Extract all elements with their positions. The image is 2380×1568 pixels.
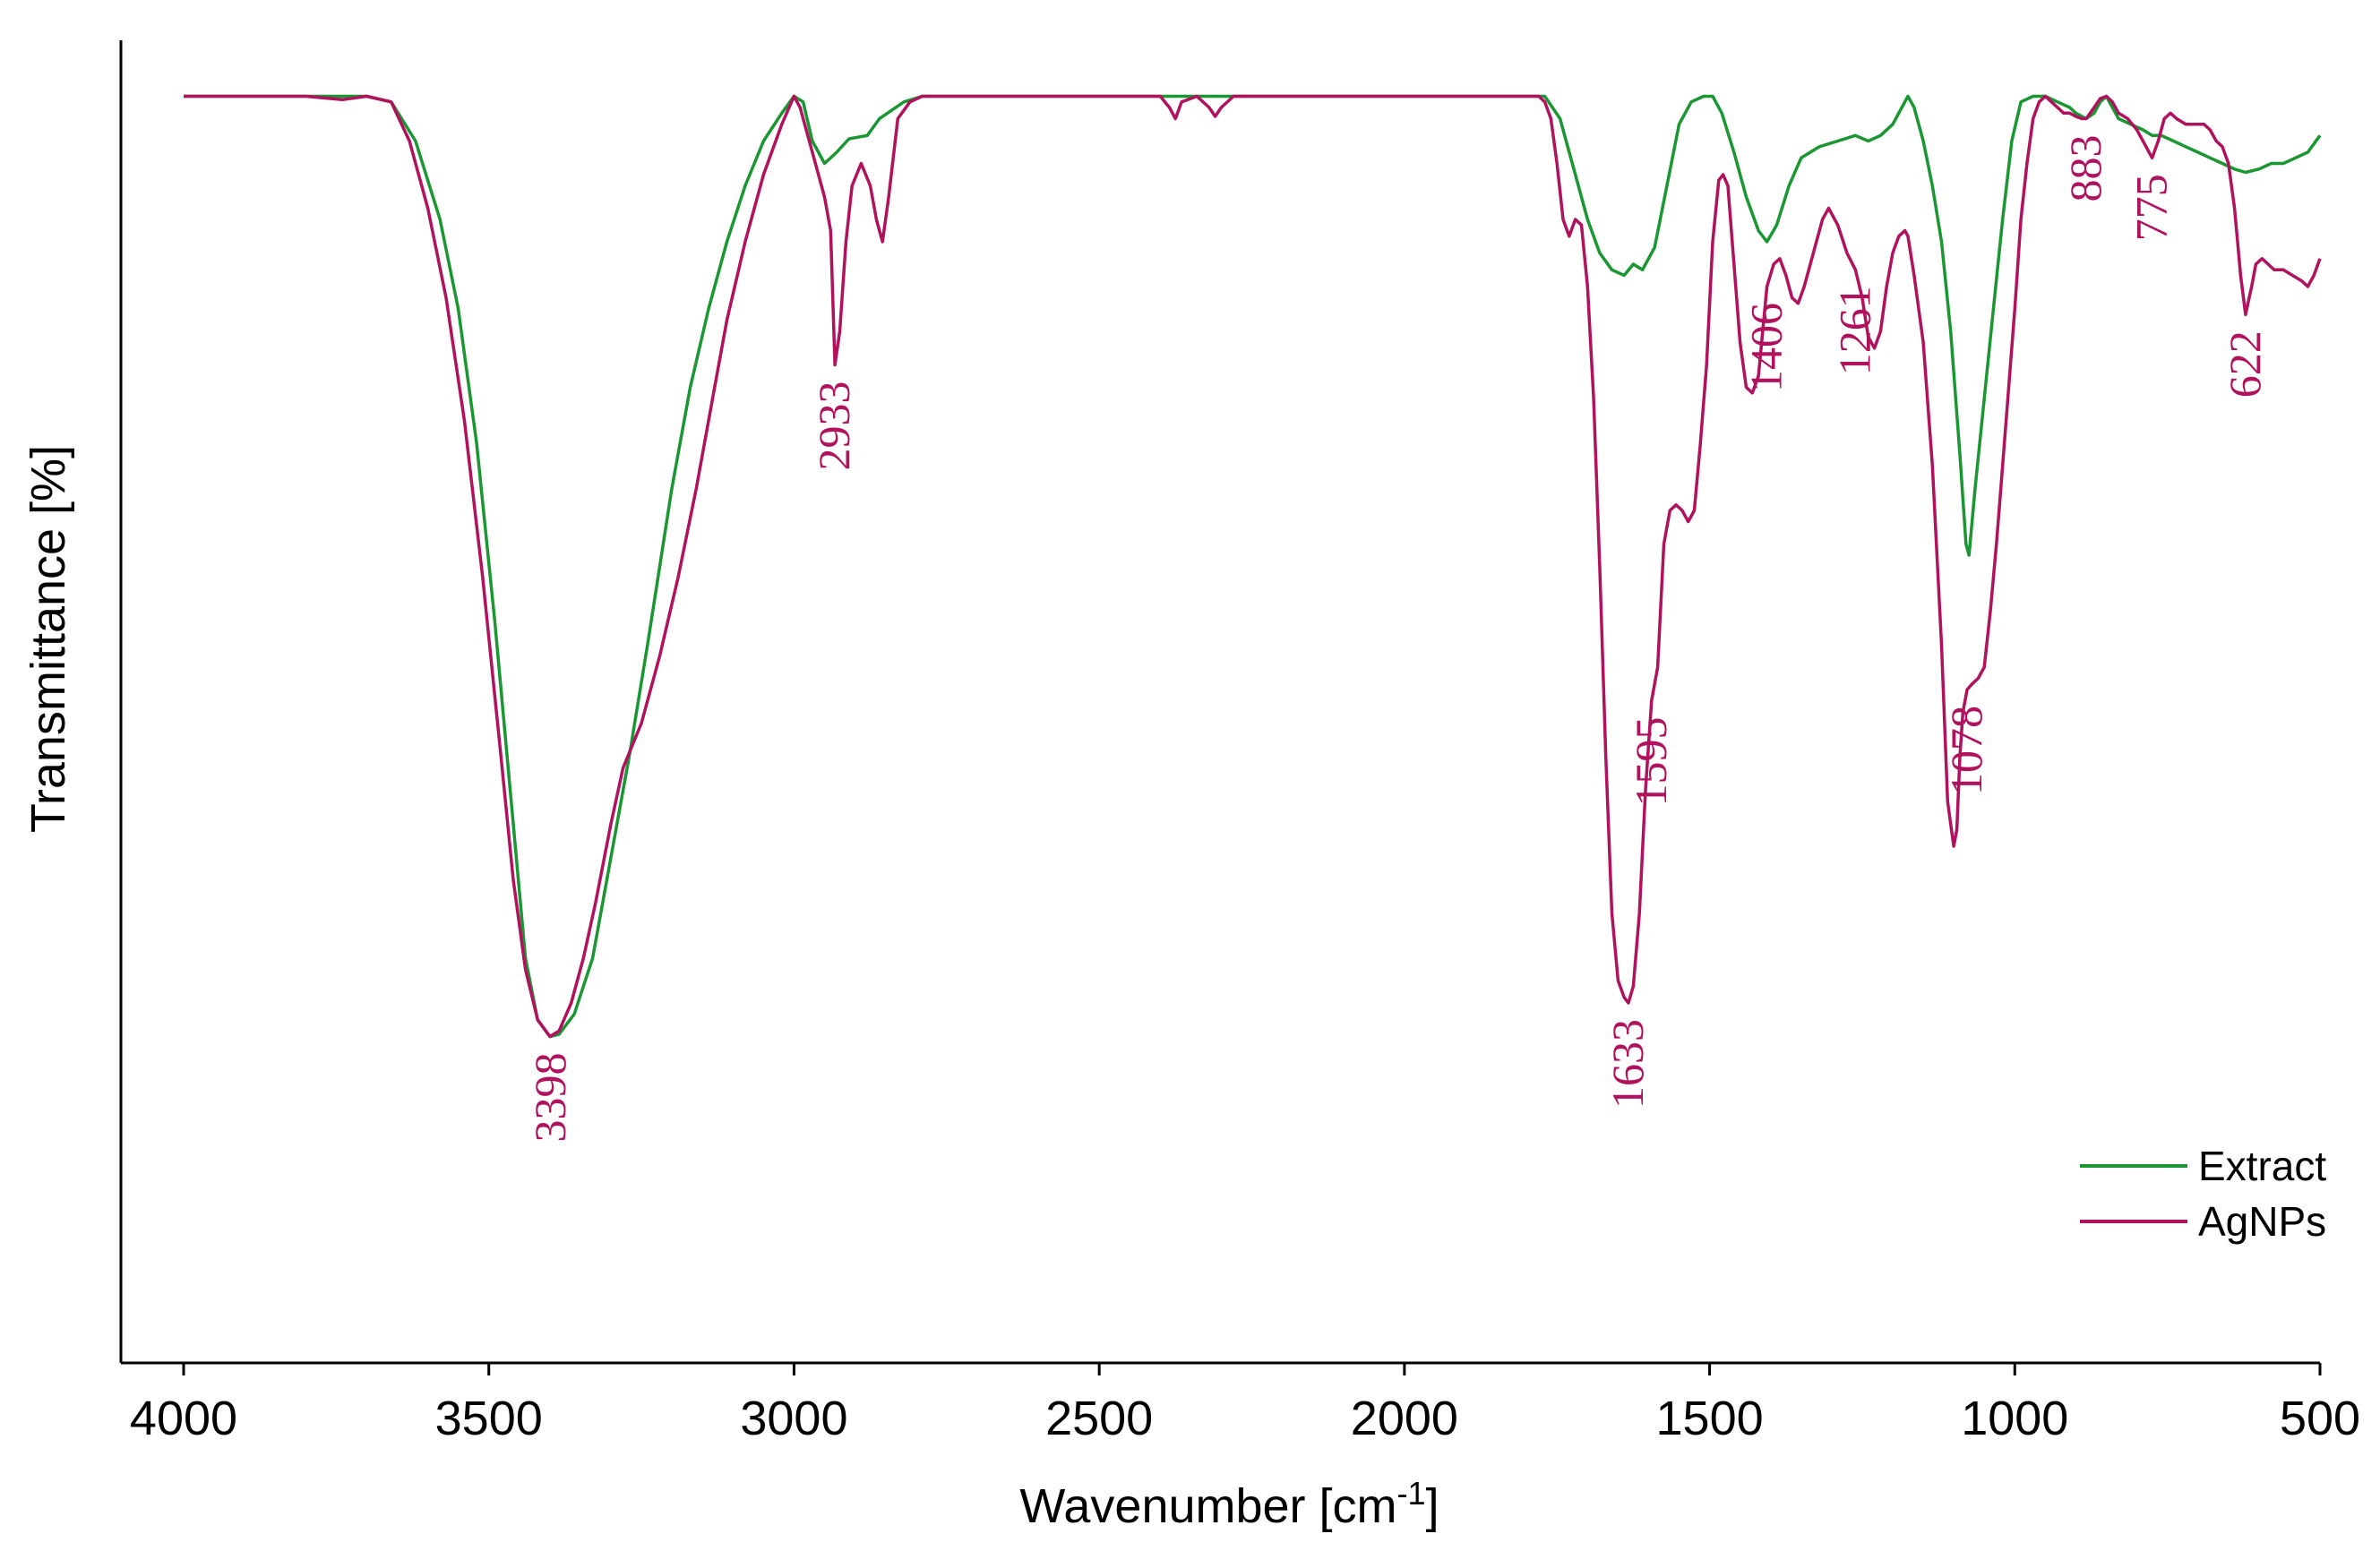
peak-label-775: 775: [2127, 174, 2177, 241]
x-tick-label: 2500: [1045, 1392, 1153, 1445]
x-tick-label: 1500: [1656, 1392, 1764, 1445]
x-axis-title-main: Wavenumber [cm: [1019, 1479, 1396, 1533]
peak-label-2933: 2933: [809, 381, 859, 471]
x-tick-label: 4000: [130, 1392, 237, 1445]
peak-label-1261: 1261: [1829, 286, 1879, 375]
series-lines: [184, 94, 2322, 1039]
legend: Extract AgNPs: [2080, 1143, 2326, 1245]
peak-label-622: 622: [2220, 330, 2270, 398]
peak-label-883: 883: [2060, 135, 2110, 202]
peak-label-3398: 3398: [525, 1053, 575, 1143]
legend-label-extract: Extract: [2198, 1143, 2326, 1189]
series-line-agnps: [184, 94, 2322, 1039]
x-axis-title: Wavenumber [cm-1]: [1019, 1475, 1439, 1533]
legend-label-agnps: AgNPs: [2198, 1198, 2326, 1245]
x-tick-label: 1000: [1961, 1392, 2068, 1445]
series-line-extract: [184, 94, 2322, 1039]
x-tick-label: 500: [2280, 1392, 2360, 1445]
axes: [119, 40, 2320, 1365]
x-tick-label: 3500: [435, 1392, 543, 1445]
x-tick-label: 3000: [740, 1392, 847, 1445]
peak-label-1406: 1406: [1741, 303, 1791, 392]
peak-labels: 3398 2933 1633 1595 1406 1261 1078 883 775 622: [525, 135, 2270, 1143]
x-axis-title-superscript: -1: [1397, 1475, 1426, 1512]
x-ticks: 4000 3500 3000 2500 2000 1500 1000 500: [130, 1363, 2360, 1445]
x-tick-label: 2000: [1351, 1392, 1458, 1445]
x-axis-title-suffix: ]: [1426, 1479, 1439, 1533]
peak-label-1078: 1078: [1941, 706, 1991, 795]
peak-label-1633: 1633: [1602, 1019, 1653, 1109]
y-axis-title: Transmittance [%]: [21, 445, 75, 833]
peak-label-1595: 1595: [1626, 717, 1676, 807]
